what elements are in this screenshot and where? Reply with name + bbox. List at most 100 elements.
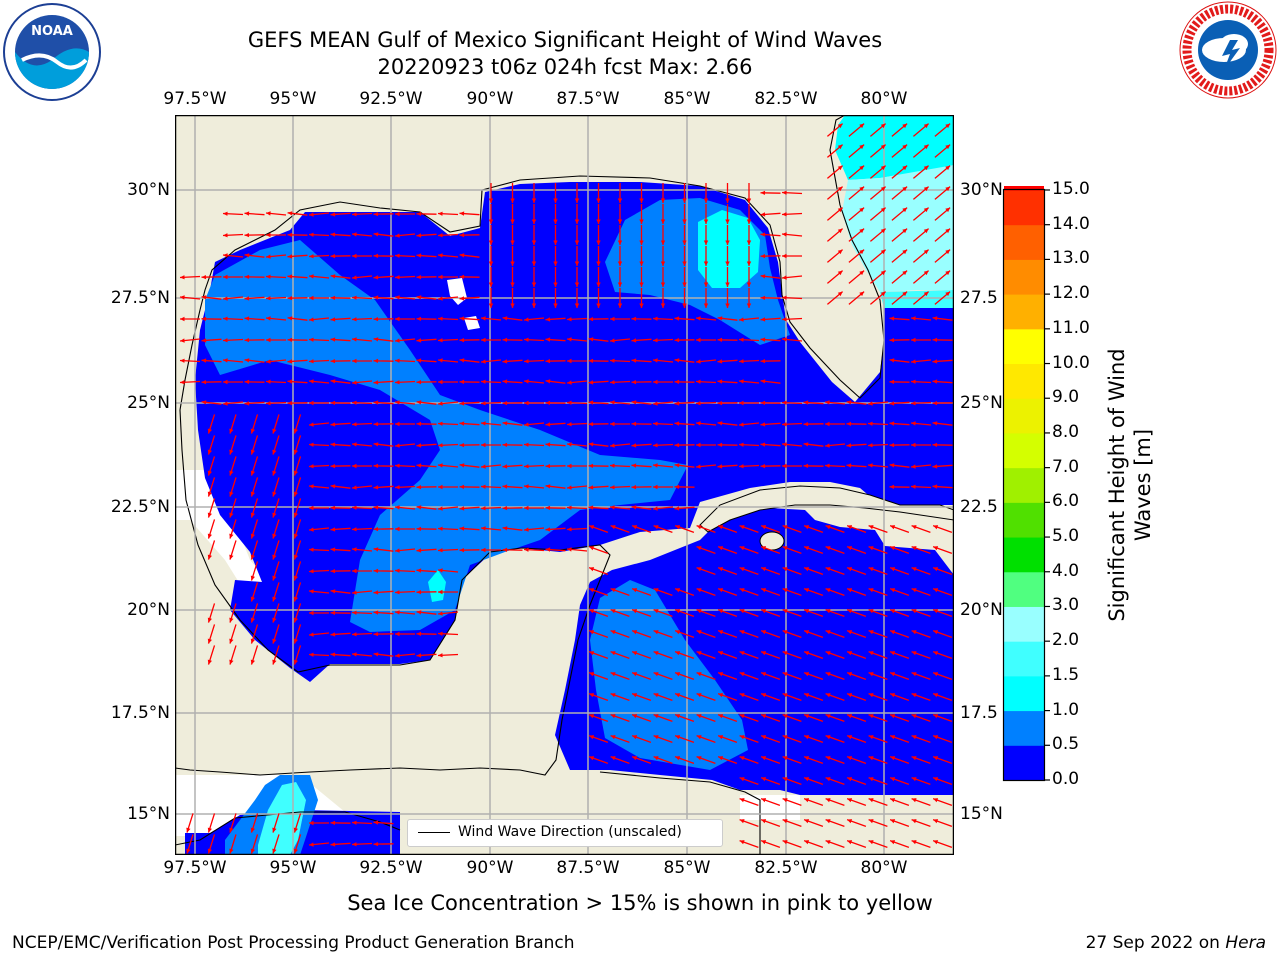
lon-tick-label: 97.5°W xyxy=(163,89,227,109)
wind-arrow-head xyxy=(459,484,465,489)
wind-arrow-head xyxy=(330,652,336,657)
wind-arrow-head xyxy=(438,506,443,511)
wind-arrow-head xyxy=(352,358,357,364)
wind-arrow-head xyxy=(696,693,702,698)
wind-arrow-head xyxy=(847,630,853,635)
wind-arrow-head xyxy=(589,756,595,761)
wind-arrow-head xyxy=(293,512,298,518)
wind-arrow-head xyxy=(782,422,787,427)
wind-arrow-head xyxy=(223,233,228,238)
wind-arrow-head xyxy=(847,567,853,572)
wind-arrow-head xyxy=(545,337,551,342)
wind-arrow-head xyxy=(682,198,687,203)
wind-arrow-head xyxy=(837,249,843,255)
wind-arrow-head xyxy=(837,270,843,276)
wind-arrow-head xyxy=(761,567,767,572)
wind-arrow-head xyxy=(890,630,896,635)
wind-arrow-head xyxy=(373,317,379,322)
colorbar-tick-label: 15.0 xyxy=(1052,179,1090,199)
wind-arrow-head xyxy=(186,827,191,833)
wind-arrow-head xyxy=(890,567,896,572)
wind-arrow-head xyxy=(932,484,938,489)
lat-tick-label: 22.5°N xyxy=(110,497,170,517)
wind-arrow-head xyxy=(718,630,724,635)
colorbar-segment xyxy=(1004,745,1044,781)
wind-arrow-head xyxy=(653,630,659,635)
wind-arrow-head xyxy=(889,421,895,426)
lon-tick-label: 80°W xyxy=(860,858,908,878)
wind-arrow-head xyxy=(746,261,752,266)
wind-arrow-head xyxy=(438,338,443,343)
wind-arrow-head xyxy=(859,291,865,297)
wind-arrow-head xyxy=(847,525,853,530)
wind-arrow-head xyxy=(682,240,687,245)
wind-arrow-head xyxy=(481,401,486,406)
wind-arrow-head xyxy=(675,588,681,593)
wind-arrow-head xyxy=(739,798,745,803)
wind-arrow-head xyxy=(223,316,228,321)
map-frame xyxy=(175,115,954,855)
wind-arrow-head xyxy=(309,547,314,552)
wind-arrow-head xyxy=(309,232,314,237)
wind-arrow-head xyxy=(825,693,831,698)
wind-arrow-head xyxy=(330,379,336,384)
wind-arrow-head xyxy=(459,548,465,553)
wind-arrow-head xyxy=(639,261,644,266)
wind-arrow-head xyxy=(825,421,830,427)
wind-arrow-head xyxy=(352,295,357,300)
wind-arrow-head xyxy=(653,506,658,511)
wind-arrow-head xyxy=(639,198,644,203)
colorbar-segment xyxy=(1004,710,1044,746)
wind-arrow-head xyxy=(352,652,357,657)
colorbar-segment xyxy=(1004,432,1044,469)
wind-arrow-head xyxy=(682,219,687,224)
wind-arrow-head xyxy=(825,588,831,593)
wind-arrow-head xyxy=(825,463,830,468)
yucatan-coastline xyxy=(175,409,611,776)
wind-arrow-head xyxy=(352,317,357,322)
wind-arrow-head xyxy=(287,274,293,279)
wind-arrow-head xyxy=(596,282,601,287)
wind-arrow-head xyxy=(589,546,595,551)
wind-arrow-head xyxy=(416,485,422,490)
wind-arrow-head xyxy=(932,359,938,364)
wind-arrow-head xyxy=(553,198,558,203)
wind-arrow-head xyxy=(244,296,250,301)
wind-arrow-head xyxy=(180,358,185,363)
wind-arrow-head xyxy=(631,380,637,385)
wind-arrow-head xyxy=(911,337,916,343)
wind-arrow-head xyxy=(632,714,638,719)
wind-arrow-head xyxy=(804,651,810,656)
wind-arrow-head xyxy=(825,630,831,635)
wind-arrow-head xyxy=(674,463,680,468)
wind-arrow-head xyxy=(229,428,234,434)
wind-arrow-head xyxy=(250,848,255,854)
wind-arrow-head xyxy=(739,546,745,551)
wind-arrow-head xyxy=(309,464,314,469)
wind-arrow-head xyxy=(739,588,745,593)
wind-arrow-head xyxy=(588,485,594,490)
colorbar-tick-label: 13.0 xyxy=(1052,248,1090,269)
wind-arrow-head xyxy=(696,464,701,469)
wind-arrow-head xyxy=(330,212,336,217)
wind-arrow-head xyxy=(631,338,637,343)
wind-arrow-head xyxy=(352,212,357,217)
wind-arrow-head xyxy=(610,714,616,719)
wind-arrow-head xyxy=(890,525,896,530)
wind-arrow-head xyxy=(632,588,638,593)
wind-arrow-head xyxy=(739,442,744,447)
wind-arrow-head xyxy=(717,464,723,469)
wind-arrow-head xyxy=(524,317,529,322)
wind-arrow-head xyxy=(488,261,494,266)
colorbar-segment xyxy=(1004,398,1044,434)
ocean-high-region xyxy=(428,570,446,602)
wind-arrow-head xyxy=(266,379,271,384)
lat-tick-label: 30°N xyxy=(960,180,1003,200)
wind-arrow-head xyxy=(696,379,701,384)
wind-arrow-head xyxy=(933,798,939,803)
wind-arrow-head xyxy=(589,567,595,572)
north-coastline xyxy=(179,115,885,411)
wind-arrow-head xyxy=(244,358,250,363)
wind-arrow-head xyxy=(309,842,314,847)
wind-arrow-head xyxy=(739,672,745,677)
